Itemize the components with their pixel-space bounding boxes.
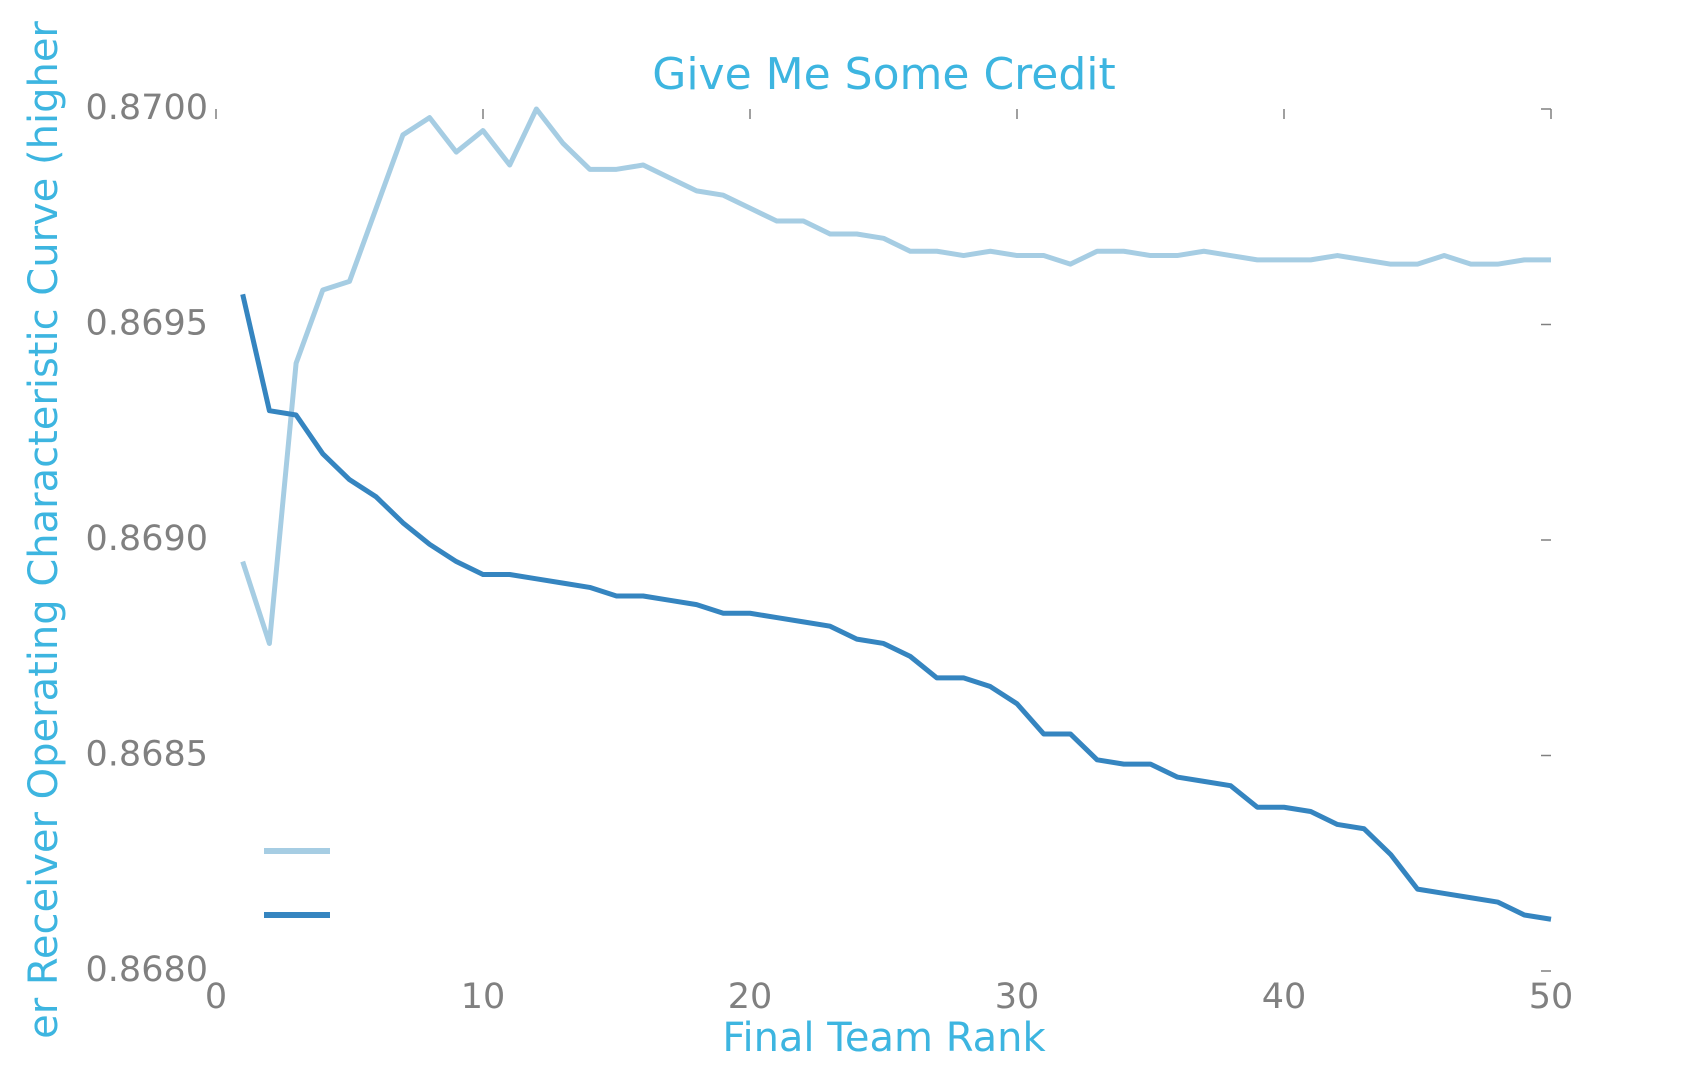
x-tick-label: 40 bbox=[1262, 977, 1307, 1017]
y-tick-label: 0.8700 bbox=[86, 88, 208, 128]
y-tick-label: 0.8680 bbox=[86, 950, 208, 990]
x-tick-label: 50 bbox=[1529, 977, 1574, 1017]
y-tick-label: 0.8690 bbox=[86, 519, 208, 559]
x-tick-label: 10 bbox=[461, 977, 506, 1017]
y-axis-label: er Receiver Operating Characteristic Cur… bbox=[21, 21, 67, 1039]
y-tick-label: 0.8695 bbox=[86, 304, 208, 344]
line-series bbox=[240, 106, 1551, 646]
x-tick-label: 0 bbox=[205, 977, 227, 1017]
line-series bbox=[240, 293, 1552, 922]
x-tick-label: 20 bbox=[728, 977, 773, 1017]
x-axis-label: Final Team Rank bbox=[722, 1015, 1046, 1061]
chart-title: Give Me Some Credit bbox=[652, 49, 1116, 100]
y-tick-label: 0.8685 bbox=[86, 735, 208, 775]
x-tick-label: 30 bbox=[995, 977, 1040, 1017]
